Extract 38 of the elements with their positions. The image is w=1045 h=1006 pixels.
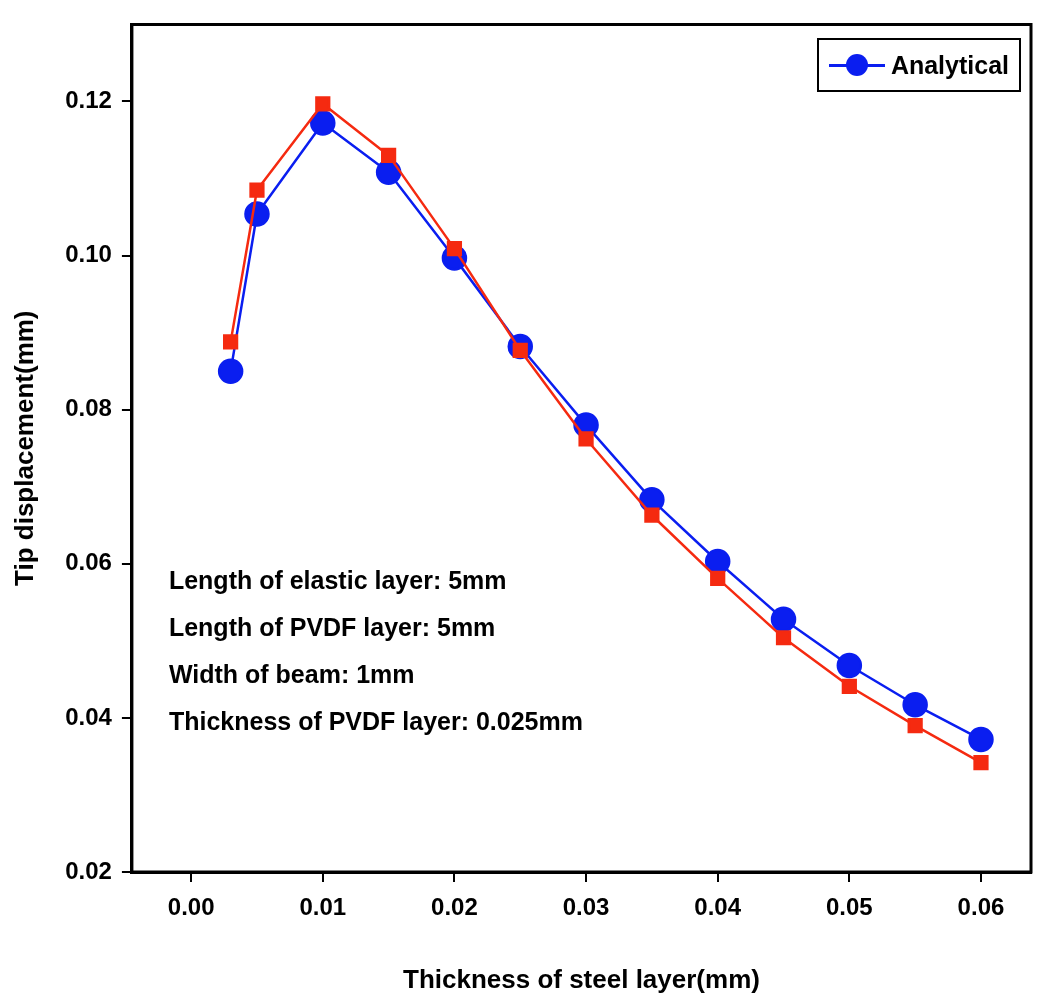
point	[775, 630, 792, 646]
point	[770, 606, 797, 633]
annotation: Length of elastic layer: 5mm	[168, 566, 507, 595]
x-axis-title: Thickness of steel layer(mm)	[402, 963, 760, 994]
x-tick-label: 0.01	[299, 893, 347, 921]
point	[968, 726, 994, 753]
y-tick-label: 0.12	[65, 86, 112, 114]
x-tick-label: 0.04	[694, 893, 742, 921]
point	[217, 358, 244, 384]
y-tick-label: 0.04	[65, 702, 113, 730]
point	[902, 692, 928, 718]
point	[710, 570, 726, 587]
y-tick-label: 0.06	[65, 548, 112, 576]
annotation: Thickness of PVDF layer: 0.025mm	[168, 707, 583, 736]
point	[315, 96, 331, 112]
point	[841, 678, 857, 694]
y-tick-label: 0.08	[65, 394, 112, 422]
point	[907, 717, 923, 734]
x-tick-label: 0.00	[167, 893, 215, 921]
point	[223, 334, 239, 350]
x-tick-label: 0.05	[825, 893, 873, 921]
point	[380, 147, 397, 164]
x-tick-label: 0.02	[431, 893, 478, 921]
point	[249, 182, 265, 198]
x-tick-label: 0.06	[957, 893, 1005, 921]
x-tick-label: 0.03	[562, 893, 610, 921]
point	[446, 241, 463, 257]
point	[310, 110, 336, 136]
y-tick-label: 0.10	[65, 240, 112, 268]
legend-label: Analytical	[890, 50, 1009, 80]
point	[644, 507, 660, 523]
y-tick-label: 0.02	[65, 856, 112, 884]
annotation: Width of beam: 1mm	[168, 660, 415, 689]
y-axis-title: Tip displacement(mm)	[8, 310, 39, 586]
point	[973, 754, 989, 771]
point	[836, 652, 863, 679]
annotation: Length of PVDF layer: 5mm	[168, 613, 496, 642]
point	[578, 431, 594, 447]
